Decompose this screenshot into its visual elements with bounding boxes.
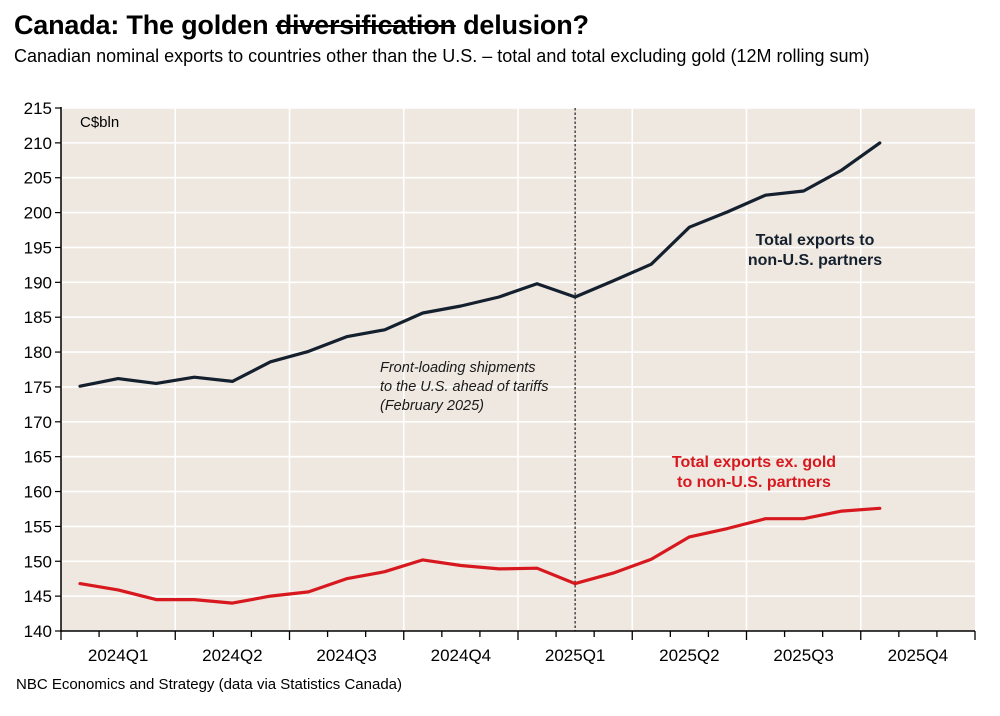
annotations: Front-loading shipments to the U.S. ahead… bbox=[380, 232, 882, 491]
series-line-total bbox=[78, 141, 882, 388]
x-tick-label: 2024Q1 bbox=[88, 646, 149, 665]
y-tick-label: 190 bbox=[24, 273, 52, 292]
label-total-exports: Total exports to bbox=[756, 232, 875, 249]
x-axis-ticks: 2024Q1 2024Q2 2024Q3 2024Q4 2025Q1 2025Q2 2025… bbox=[60, 631, 976, 665]
y-tick-label: 205 bbox=[24, 169, 52, 188]
y-axis-ticks: 140 145 150 155 160 165 170 175 180 185 190 195 200 2… bbox=[24, 99, 61, 641]
x-tick-label: 2024Q4 bbox=[431, 646, 492, 665]
label-ex-gold-exports: to non-U.S. partners bbox=[677, 474, 831, 491]
y-tick-label: 200 bbox=[24, 204, 52, 223]
y-tick-label: 150 bbox=[24, 552, 52, 571]
x-tick-label: 2025Q3 bbox=[773, 646, 834, 665]
y-tick-label: 210 bbox=[24, 134, 52, 153]
label-total-exports: non-U.S. partners bbox=[748, 252, 882, 269]
annotation-front-loading: to the U.S. ahead of tariffs bbox=[380, 379, 548, 395]
y-tick-label: 180 bbox=[24, 343, 52, 362]
title-suffix: delusion? bbox=[455, 10, 589, 40]
title-prefix: Canada: The golden bbox=[14, 10, 276, 40]
title-struck-word: diversification bbox=[275, 10, 456, 40]
x-tick-label: 2025Q4 bbox=[888, 646, 949, 665]
x-tick-label: 2024Q3 bbox=[316, 646, 377, 665]
y-tick-label: 215 bbox=[24, 99, 52, 118]
y-tick-label: 175 bbox=[24, 378, 52, 397]
gridlines bbox=[61, 107, 975, 631]
chart-subtitle: Canadian nominal exports to countries ot… bbox=[14, 46, 870, 66]
y-tick-label: 160 bbox=[24, 483, 52, 502]
y-tick-label: 155 bbox=[24, 517, 52, 536]
y-tick-label: 165 bbox=[24, 448, 52, 467]
y-tick-label: 140 bbox=[24, 622, 52, 641]
label-ex-gold-exports: Total exports ex. gold bbox=[672, 454, 836, 471]
annotation-front-loading: Front-loading shipments bbox=[380, 360, 536, 376]
y-tick-label: 195 bbox=[24, 238, 52, 257]
series-lines bbox=[78, 141, 882, 605]
x-tick-label: 2025Q1 bbox=[545, 646, 606, 665]
chart-title: Canada: The golden diversification delus… bbox=[14, 10, 589, 41]
y-tick-label: 170 bbox=[24, 413, 52, 432]
series-line-ex-gold bbox=[78, 506, 882, 605]
y-tick-label: 145 bbox=[24, 587, 52, 606]
annotation-front-loading: (February 2025) bbox=[380, 398, 484, 414]
y-tick-label: 185 bbox=[24, 308, 52, 327]
source-note: NBC Economics and Strategy (data via Sta… bbox=[16, 676, 403, 693]
y-axis-unit-label: C$bln bbox=[80, 114, 119, 131]
x-tick-label: 2025Q2 bbox=[659, 646, 720, 665]
x-tick-label: 2024Q2 bbox=[202, 646, 263, 665]
